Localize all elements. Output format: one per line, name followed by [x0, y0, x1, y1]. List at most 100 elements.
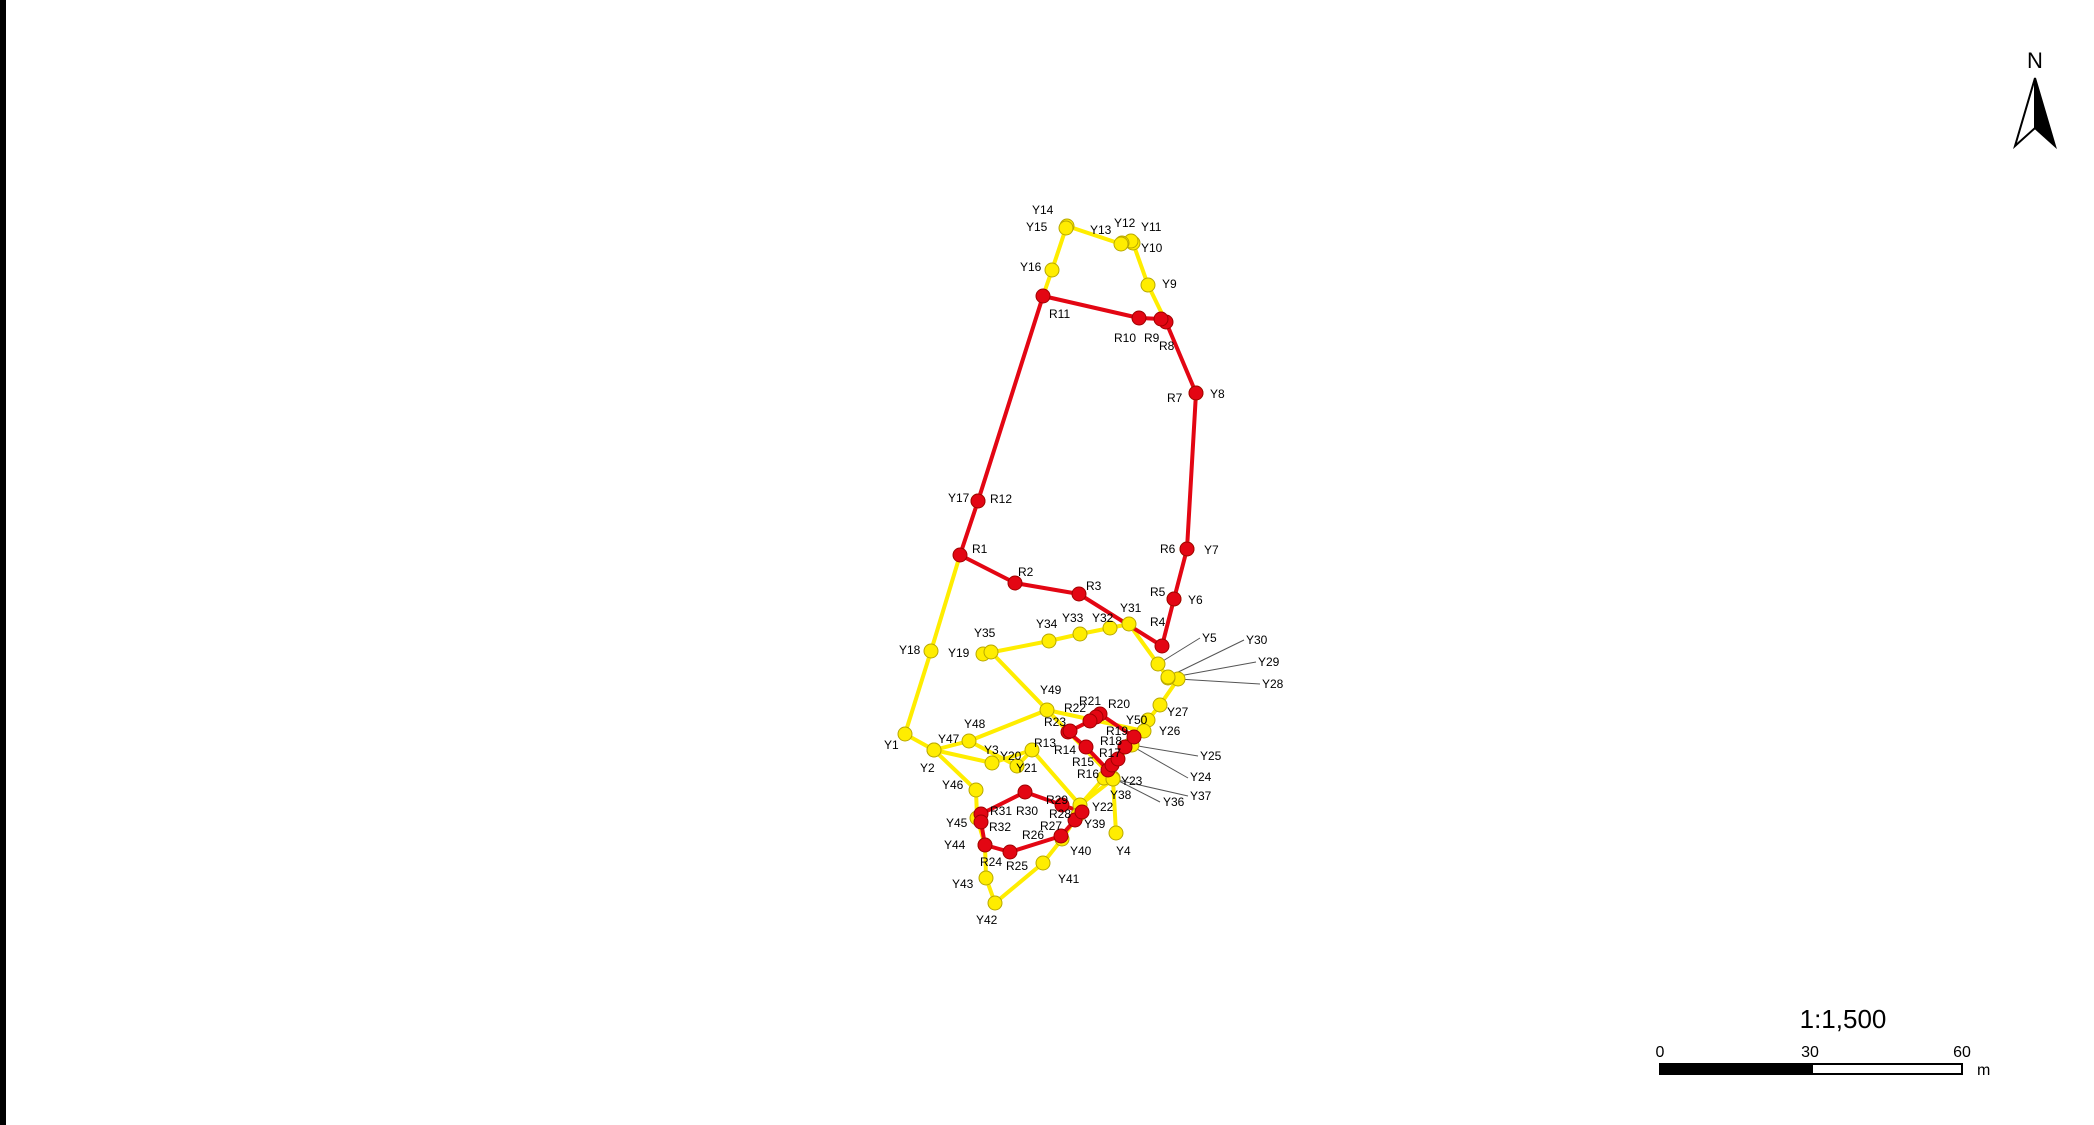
point-label-y39: Y39	[1084, 817, 1106, 831]
point-label-y20: Y20	[1000, 749, 1022, 763]
yellow-point-marker-y48	[961, 733, 977, 749]
point-label-r6: R6	[1160, 542, 1176, 556]
point-label-layer: R1R2R3R4R5R6R7R8R9R10R11R12R13R14R15R16R…	[884, 203, 1284, 927]
point-label-r26: R26	[1022, 828, 1044, 842]
point-label-y16: Y16	[1020, 260, 1042, 274]
point-label-r27: R27	[1040, 819, 1062, 833]
point-label-r1: R1	[972, 542, 988, 556]
point-label-y35: Y35	[974, 626, 996, 640]
point-label-y47: Y47	[938, 732, 960, 746]
point-label-r13: R13	[1034, 736, 1056, 750]
red-point-marker-r29	[1054, 797, 1070, 813]
red-point-marker-r22	[1082, 713, 1098, 729]
red-point-marker-r7	[1188, 385, 1204, 401]
point-label-y30: Y30	[1246, 633, 1268, 647]
point-label-y19: Y19	[948, 646, 970, 660]
point-label-r22: R22	[1064, 701, 1086, 715]
label-leader-line	[1129, 744, 1189, 779]
red-point-marker-r6	[1179, 541, 1195, 557]
yellow-point-marker-y32	[1102, 620, 1118, 636]
point-label-y41: Y41	[1058, 872, 1080, 886]
scale-bar: 1:1,500 0 30 60 m	[1656, 1004, 1991, 1079]
point-label-r7: R7	[1167, 391, 1183, 405]
point-label-y36: Y36	[1163, 795, 1185, 809]
point-label-y26: Y26	[1159, 724, 1181, 738]
yellow-point-marker-y27	[1152, 697, 1168, 713]
yellow-point-marker-y21	[1024, 742, 1040, 758]
point-label-y12: Y12	[1114, 216, 1136, 230]
yellow-route-line	[1041, 224, 1069, 298]
scale-bar-segment-empty	[1811, 1063, 1963, 1075]
yellow-point-marker-y1	[897, 726, 913, 742]
scale-bar-segment-filled	[1659, 1063, 1813, 1075]
point-label-r15: R15	[1072, 755, 1094, 769]
yellow-point-marker-y3	[984, 755, 1000, 771]
point-label-r18: R18	[1100, 734, 1122, 748]
red-point-marker-r25	[1002, 844, 1018, 860]
point-label-y27: Y27	[1167, 705, 1189, 719]
point-label-r5: R5	[1150, 585, 1166, 599]
point-label-y42: Y42	[976, 913, 998, 927]
point-label-y45: Y45	[946, 816, 968, 830]
red-point-marker-r28	[1074, 804, 1090, 820]
point-label-y40: Y40	[1070, 844, 1092, 858]
yellow-point-marker-y20	[1009, 758, 1025, 774]
point-label-y5: Y5	[1202, 631, 1217, 645]
yellow-point-marker-y18	[923, 643, 939, 659]
point-label-r19: R19	[1106, 724, 1128, 738]
point-label-y18: Y18	[899, 643, 921, 657]
label-leader-line	[1112, 777, 1161, 803]
point-label-y10: Y10	[1141, 241, 1163, 255]
point-label-r31: R31	[990, 804, 1012, 818]
point-label-r16: R16	[1077, 767, 1099, 781]
point-label-r30: R30	[1016, 804, 1038, 818]
point-label-y34: Y34	[1036, 617, 1058, 631]
point-label-y15: Y15	[1026, 220, 1048, 234]
yellow-point-marker-y47	[926, 742, 942, 758]
scale-unit: m	[1977, 1062, 1990, 1079]
red-point-marker-r1	[952, 547, 968, 563]
label-leader-line	[1131, 744, 1199, 757]
point-label-y23: Y23	[1121, 774, 1143, 788]
point-label-y33: Y33	[1062, 611, 1084, 625]
label-leader-line	[1167, 639, 1245, 678]
red-point-marker-r3	[1071, 586, 1087, 602]
point-label-y1: Y1	[884, 738, 899, 752]
point-label-y14: Y14	[1032, 203, 1054, 217]
red-point-marker-r12	[970, 493, 986, 509]
north-arrow-icon	[2013, 77, 2036, 150]
point-label-r20: R20	[1108, 697, 1130, 711]
yellow-point-marker-y49	[1039, 702, 1055, 718]
scale-tick-label-30: 30	[1801, 1044, 1819, 1061]
yellow-point-marker-y42	[987, 895, 1003, 911]
red-point-marker-r14	[1078, 739, 1094, 755]
yellow-point-marker-y35	[983, 644, 999, 660]
point-label-y11: Y11	[1141, 220, 1162, 234]
point-label-r9: R9	[1144, 331, 1160, 345]
red-point-marker-r19	[1126, 729, 1142, 745]
yellow-point-marker-y31	[1121, 616, 1137, 632]
label-leader-line	[1112, 778, 1189, 797]
point-label-y28: Y28	[1262, 677, 1284, 691]
point-label-y50: Y50	[1126, 713, 1148, 727]
yellow-point-marker-y46	[968, 782, 984, 798]
point-label-r10: R10	[1114, 331, 1136, 345]
red-point-marker-r4	[1154, 638, 1170, 654]
red-point-marker-r17	[1110, 751, 1126, 767]
yellow-route-line	[932, 622, 1180, 905]
point-label-r12: R12	[990, 492, 1012, 506]
red-point-marker-r5	[1166, 591, 1182, 607]
yellow-route-layer	[903, 224, 1180, 905]
point-label-r29: R29	[1046, 793, 1068, 807]
point-label-r14: R14	[1054, 743, 1076, 757]
point-label-y31: Y31	[1120, 601, 1142, 615]
point-label-y29: Y29	[1258, 655, 1280, 669]
point-label-r23: R23	[1044, 715, 1066, 729]
scale-tick-label-0: 0	[1656, 1044, 1665, 1061]
point-label-y48: Y48	[964, 717, 986, 731]
yellow-point-marker-y15	[1058, 220, 1074, 236]
point-label-r28: R28	[1049, 807, 1071, 821]
scale-ratio: 1:1,500	[1800, 1004, 1887, 1034]
